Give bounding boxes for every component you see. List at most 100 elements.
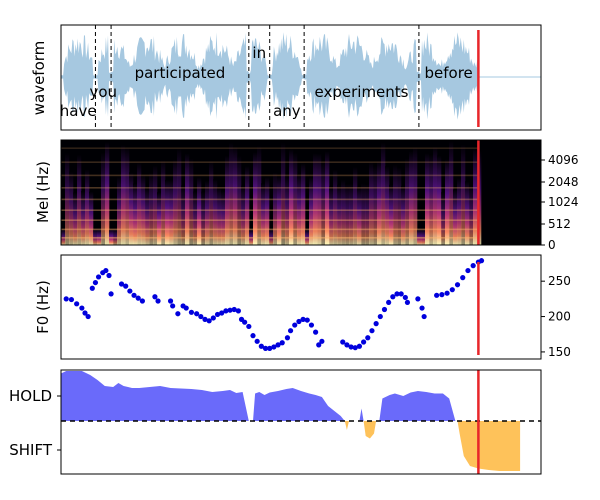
mel-column bbox=[77, 154, 82, 245]
f0-point bbox=[373, 321, 379, 327]
mel-column bbox=[181, 185, 186, 245]
mel-column bbox=[449, 140, 454, 245]
f0-point bbox=[82, 310, 88, 316]
mel-column bbox=[261, 183, 266, 245]
mel-ytick-label: 1024 bbox=[548, 195, 579, 209]
mel-column bbox=[357, 186, 362, 245]
f0-point bbox=[419, 305, 425, 311]
f0-point bbox=[123, 283, 129, 289]
mel-column bbox=[377, 160, 382, 245]
mel-column bbox=[445, 159, 450, 245]
turn-ytick-label: SHIFT bbox=[9, 441, 53, 459]
f0-point bbox=[85, 313, 91, 320]
mel-column bbox=[241, 185, 246, 245]
f0-point bbox=[63, 296, 69, 302]
f0-point bbox=[89, 285, 95, 291]
mel-column bbox=[193, 191, 198, 245]
f0-point bbox=[103, 267, 109, 274]
f0-point bbox=[352, 345, 358, 351]
mel-ytick-label: 0 bbox=[548, 238, 556, 252]
mel-column bbox=[165, 179, 170, 245]
mel-column bbox=[465, 181, 470, 245]
mel-ylabel: Mel (Hz) bbox=[34, 161, 52, 223]
f0-point bbox=[206, 318, 212, 324]
turn-frame bbox=[60, 369, 542, 475]
mel-panel: 0 512 1024 2048 4096 Mel (Hz) bbox=[34, 139, 579, 252]
f0-point bbox=[386, 299, 392, 306]
mel-harmonic bbox=[61, 237, 479, 239]
f0-point bbox=[214, 311, 221, 318]
mel-column bbox=[405, 158, 410, 245]
mel-column bbox=[205, 180, 210, 245]
mel-column bbox=[253, 152, 258, 245]
mel-column bbox=[229, 142, 234, 245]
f0-point bbox=[369, 328, 375, 334]
mel-column bbox=[221, 190, 226, 245]
mel-harmonic bbox=[61, 161, 479, 163]
f0-point bbox=[108, 291, 114, 297]
f0-point bbox=[292, 322, 298, 328]
mel-column bbox=[273, 172, 278, 245]
mel-ytick-label: 4096 bbox=[548, 153, 579, 167]
f0-point bbox=[175, 311, 181, 317]
f0-point bbox=[231, 306, 237, 313]
f0-point bbox=[434, 292, 440, 298]
f0-point bbox=[402, 294, 408, 301]
f0-point bbox=[344, 342, 350, 348]
mel-harmonic bbox=[61, 174, 479, 177]
f0-point bbox=[348, 344, 354, 350]
f0-ylabel: F0 (Hz) bbox=[34, 280, 52, 334]
f0-point bbox=[68, 296, 75, 303]
mel-column bbox=[345, 183, 350, 245]
mel-column bbox=[233, 146, 238, 245]
mel-column bbox=[333, 169, 338, 245]
f0-point bbox=[365, 335, 371, 341]
mel-column bbox=[301, 163, 306, 245]
mel-column bbox=[125, 146, 130, 245]
f0-point bbox=[131, 292, 137, 298]
mel-column bbox=[441, 192, 446, 245]
mel-ytick-label: 512 bbox=[548, 217, 571, 231]
mel-frame bbox=[60, 139, 542, 246]
f0-point bbox=[183, 305, 189, 311]
f0-point bbox=[242, 319, 248, 325]
mel-column bbox=[217, 187, 222, 245]
turn-panel: HOLD SHIFT bbox=[9, 369, 542, 475]
f0-point bbox=[394, 291, 400, 297]
mel-column bbox=[213, 179, 218, 245]
f0-panel: 150 200 250 F0 (Hz) bbox=[34, 254, 571, 360]
mel-column bbox=[453, 189, 458, 245]
mel-column bbox=[337, 184, 342, 245]
mel-column bbox=[369, 161, 374, 245]
mel-column bbox=[85, 169, 90, 245]
f0-point bbox=[415, 296, 421, 302]
f0-point bbox=[377, 313, 383, 320]
mel-column bbox=[117, 176, 122, 245]
mel-column bbox=[425, 153, 430, 245]
mel-column bbox=[293, 152, 298, 245]
f0-point bbox=[127, 288, 133, 294]
f0-point bbox=[304, 317, 310, 323]
mel-column bbox=[433, 146, 438, 245]
f0-point bbox=[188, 309, 195, 315]
f0-ytick-label: 150 bbox=[548, 345, 571, 359]
mel-column bbox=[137, 162, 142, 245]
mel-column bbox=[133, 183, 138, 245]
mel-column bbox=[309, 176, 314, 245]
f0-point bbox=[74, 301, 80, 307]
mel-column bbox=[153, 165, 158, 245]
f0-point bbox=[313, 329, 319, 335]
mel-column bbox=[257, 145, 262, 245]
mel-column bbox=[469, 185, 474, 245]
word-label: before bbox=[425, 64, 473, 82]
mel-column bbox=[473, 148, 478, 245]
f0-ytick-label: 200 bbox=[548, 310, 571, 324]
mel-column bbox=[65, 152, 70, 245]
mel-column bbox=[245, 165, 250, 245]
f0-point bbox=[439, 292, 445, 298]
f0-point bbox=[421, 313, 427, 320]
mel-column bbox=[429, 154, 434, 245]
mel-column bbox=[73, 192, 78, 245]
f0-point bbox=[275, 342, 281, 348]
mel-ytick-label: 2048 bbox=[548, 175, 579, 189]
